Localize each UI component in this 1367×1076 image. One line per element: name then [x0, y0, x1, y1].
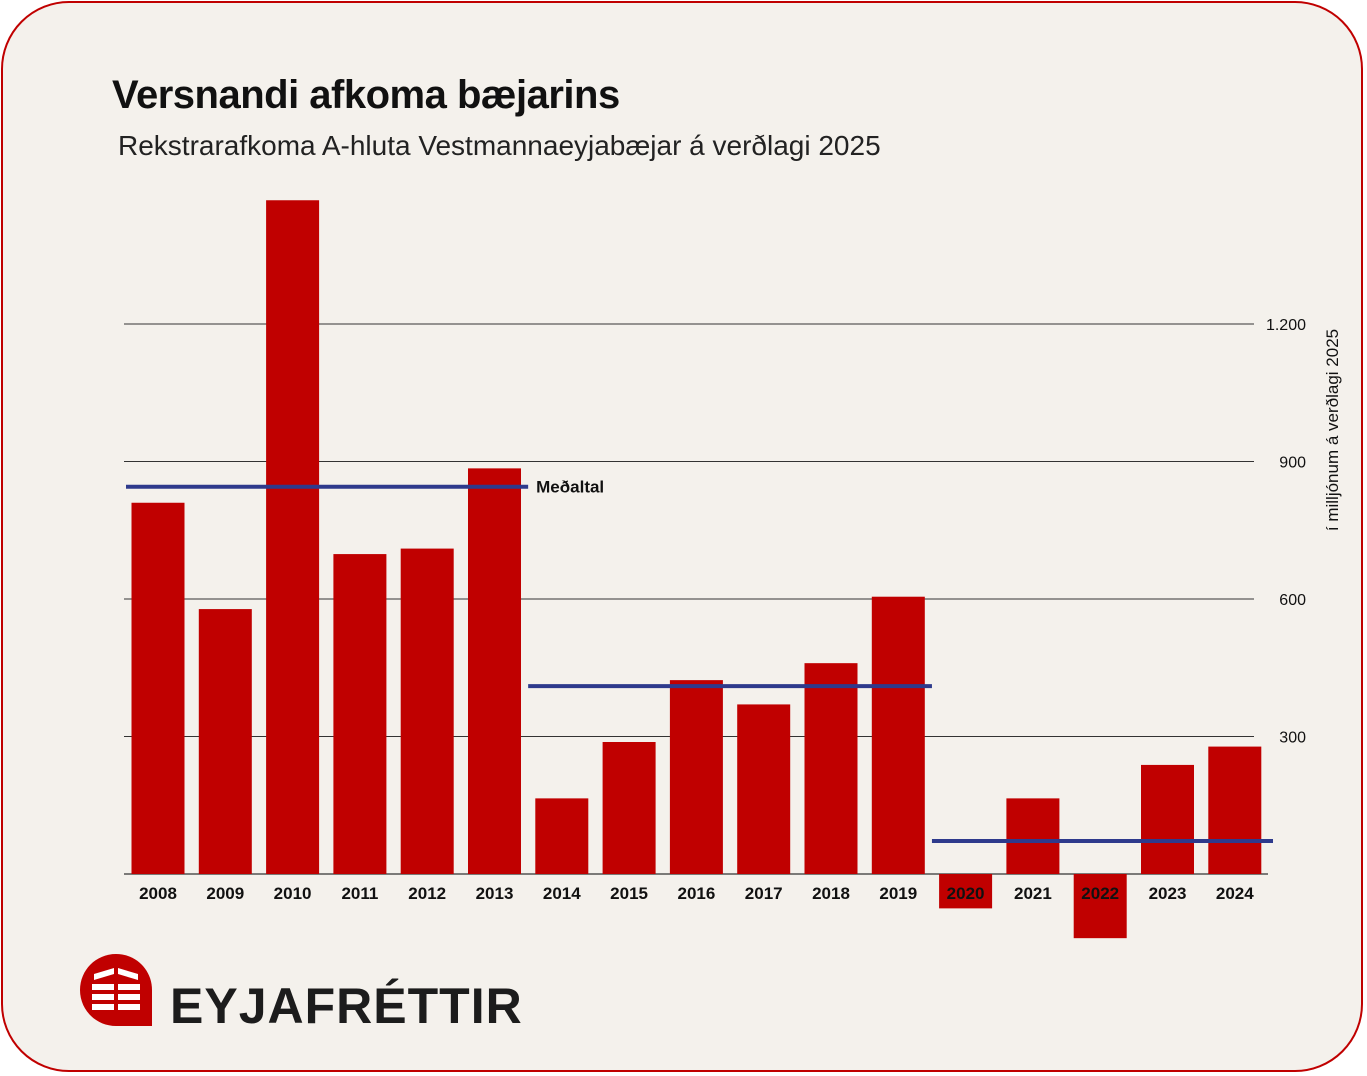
- bar: [805, 663, 858, 874]
- x-tick-label: 2008: [139, 884, 177, 903]
- bar: [872, 597, 925, 874]
- bar: [468, 468, 521, 874]
- bar: [535, 798, 588, 874]
- eyjafrettir-logo-icon: [78, 952, 154, 1028]
- x-tick-label: 2015: [610, 884, 648, 903]
- bar: [1006, 798, 1059, 874]
- bar: [199, 609, 252, 874]
- y-tick-label: 300: [1279, 730, 1306, 747]
- x-tick-label: 2016: [677, 884, 715, 903]
- x-tick-label: 2011: [341, 884, 378, 903]
- x-tick-label: 2017: [745, 884, 783, 903]
- bar: [333, 554, 386, 874]
- x-tick-label: 2014: [543, 884, 581, 903]
- y-tick-label: 900: [1279, 455, 1306, 472]
- x-tick-label: 2021: [1014, 884, 1052, 903]
- x-tick-label: 2018: [812, 884, 850, 903]
- brand-name: EYJAFRÉTTIR: [170, 976, 523, 1036]
- x-tick-label: 2013: [476, 884, 514, 903]
- bars: [132, 200, 1262, 938]
- y-tick-label: 600: [1279, 592, 1306, 609]
- x-tick-label: 2022: [1081, 884, 1119, 903]
- bar: [737, 704, 790, 874]
- bar: [670, 680, 723, 874]
- y-axis-label: í milljónum á verðlagi 2025: [1323, 329, 1342, 531]
- y-tick-label: 1.200: [1266, 317, 1306, 334]
- x-tick-label: 2009: [206, 884, 244, 903]
- average-label: Meðaltal: [536, 478, 604, 497]
- bar: [1141, 765, 1194, 874]
- x-tick-label: 2012: [408, 884, 446, 903]
- bar: [1208, 747, 1261, 874]
- bar: [603, 742, 656, 874]
- x-tick-label: 2020: [947, 884, 985, 903]
- x-tick-label: 2024: [1216, 884, 1254, 903]
- bar: [132, 503, 185, 874]
- category-labels: 2008 2009 2010 2011 2012 2013 2014 2015 2016 2017…: [139, 884, 1254, 903]
- bar: [401, 549, 454, 874]
- bar: [266, 200, 319, 874]
- y-axis-ticks: 300 600 900 1.200: [1266, 317, 1306, 747]
- x-tick-label: 2023: [1149, 884, 1187, 903]
- x-tick-label: 2019: [879, 884, 917, 903]
- x-tick-label: 2010: [274, 884, 312, 903]
